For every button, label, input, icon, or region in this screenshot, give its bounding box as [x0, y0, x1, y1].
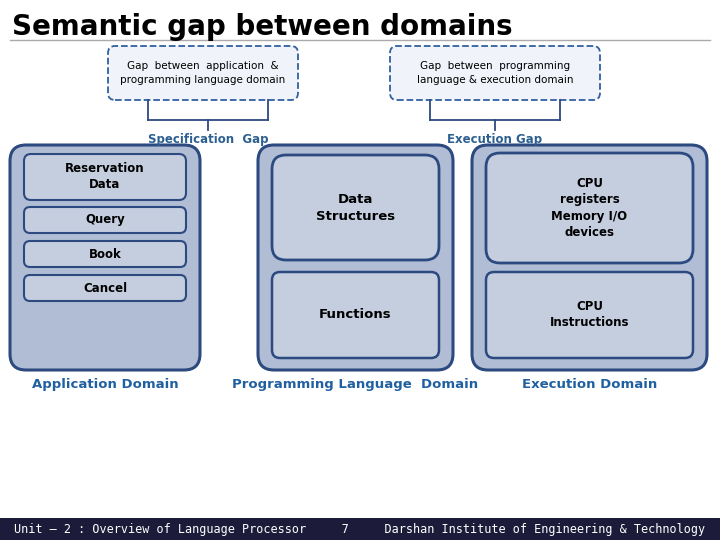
Text: Gap  between  programming
language & execution domain: Gap between programming language & execu… — [417, 61, 573, 85]
FancyBboxPatch shape — [472, 145, 707, 370]
FancyBboxPatch shape — [258, 145, 453, 370]
FancyBboxPatch shape — [272, 155, 439, 260]
Text: Data
Structures: Data Structures — [316, 193, 395, 223]
Text: Gap  between  application  &
programming language domain: Gap between application & programming la… — [120, 61, 286, 85]
FancyBboxPatch shape — [486, 272, 693, 358]
Text: Execution Domain: Execution Domain — [522, 378, 657, 391]
FancyBboxPatch shape — [108, 46, 298, 100]
FancyBboxPatch shape — [24, 154, 186, 200]
Text: Specification  Gap: Specification Gap — [148, 133, 269, 146]
Text: Semantic gap between domains: Semantic gap between domains — [12, 13, 513, 41]
Text: Application Domain: Application Domain — [32, 378, 179, 391]
Text: Query: Query — [85, 213, 125, 226]
FancyBboxPatch shape — [24, 275, 186, 301]
Text: CPU
Instructions: CPU Instructions — [550, 300, 629, 329]
Bar — [0, 518, 720, 540]
Text: Programming Language  Domain: Programming Language Domain — [233, 378, 479, 391]
FancyBboxPatch shape — [272, 272, 439, 358]
FancyBboxPatch shape — [24, 241, 186, 267]
FancyBboxPatch shape — [390, 46, 600, 100]
Text: CPU
registers
Memory I/O
devices: CPU registers Memory I/O devices — [552, 177, 628, 239]
FancyBboxPatch shape — [486, 153, 693, 263]
Text: Execution Gap: Execution Gap — [447, 133, 543, 146]
FancyBboxPatch shape — [10, 145, 200, 370]
Text: Unit – 2 : Overview of Language Processor     7     Darshan Institute of Enginee: Unit – 2 : Overview of Language Processo… — [14, 523, 706, 536]
Text: Reservation
Data: Reservation Data — [66, 163, 145, 192]
Text: Cancel: Cancel — [83, 281, 127, 294]
Text: Functions: Functions — [319, 308, 392, 321]
Text: Book: Book — [89, 247, 122, 260]
FancyBboxPatch shape — [24, 207, 186, 233]
